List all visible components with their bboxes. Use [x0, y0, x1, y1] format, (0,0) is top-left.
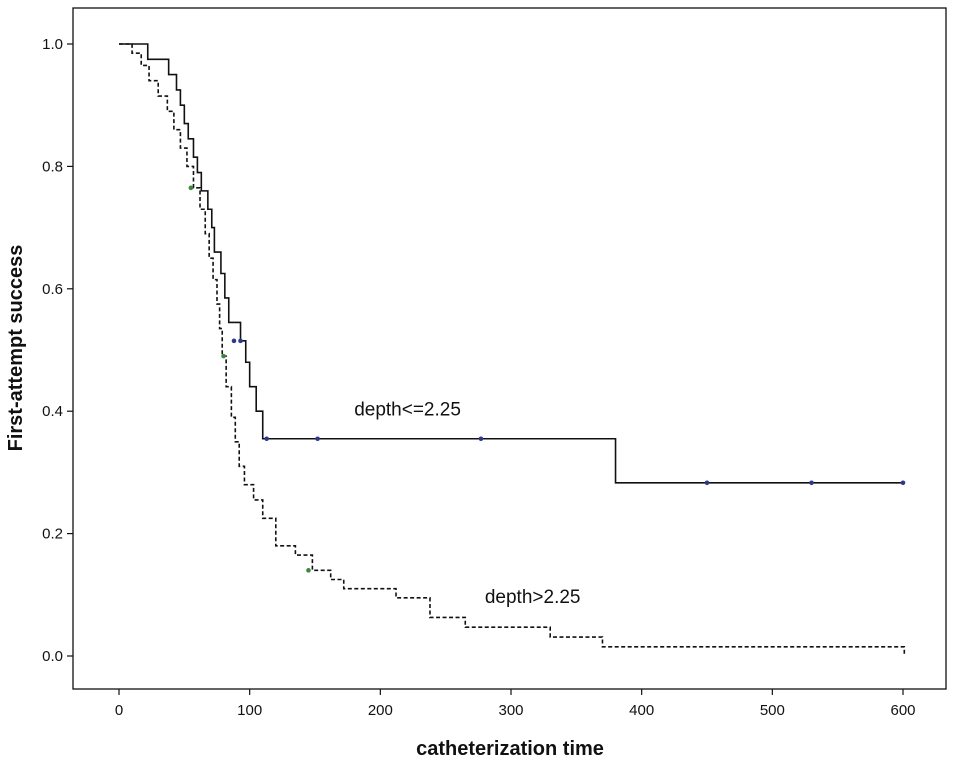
censor-marker-depth-gt-2-25	[221, 353, 226, 359]
annotation-depth-le-2-25: depth<=2.25	[354, 399, 461, 420]
annotation-depth-gt-2-25: depth>2.25	[485, 587, 581, 608]
censor-marker-depth-le-2-25	[315, 436, 320, 442]
x-tick-label: 500	[760, 702, 785, 719]
censor-marker-depth-le-2-25	[231, 338, 237, 344]
series-line-depth-le-2-25	[119, 43, 903, 484]
y-tick-label: 0.4	[42, 403, 63, 420]
y-tick-label: 0.2	[42, 526, 63, 543]
plot-frame	[72, 7, 947, 690]
censor-marker-depth-le-2-25	[900, 480, 906, 486]
censor-markers	[188, 185, 906, 573]
annotations: depth<=2.25 depth>2.25	[354, 399, 580, 607]
censor-marker-depth-gt-2-25	[188, 185, 194, 191]
censor-marker-depth-le-2-25	[264, 436, 269, 442]
y-axis-ticks: 0.0 0.2 0.4 0.6 0.8 1.0	[42, 36, 73, 665]
x-tick-label: 100	[237, 702, 262, 719]
y-tick-label: 0.0	[42, 648, 63, 665]
censor-marker-depth-le-2-25	[238, 338, 243, 344]
y-axis-title: First-attempt success	[5, 245, 27, 452]
x-tick-label: 300	[498, 702, 523, 719]
x-tick-label: 0	[115, 702, 123, 719]
censor-marker-depth-gt-2-25	[306, 568, 311, 573]
x-axis-ticks: 0 100 200 300 400 500 600	[115, 689, 916, 719]
y-tick-label: 1.0	[42, 36, 63, 53]
y-tick-label: 0.6	[42, 281, 63, 298]
x-tick-label: 200	[368, 702, 393, 719]
series-line-depth-gt-2-25	[119, 43, 906, 656]
censor-marker-depth-le-2-25	[478, 436, 484, 442]
censor-marker-depth-le-2-25	[704, 480, 710, 486]
y-tick-label: 0.8	[42, 158, 63, 175]
x-tick-label: 600	[890, 702, 915, 719]
series-layer	[119, 43, 906, 656]
censor-marker-depth-le-2-25	[809, 480, 814, 486]
x-axis-title: catheterization time	[416, 738, 604, 760]
x-tick-label: 400	[629, 702, 654, 719]
